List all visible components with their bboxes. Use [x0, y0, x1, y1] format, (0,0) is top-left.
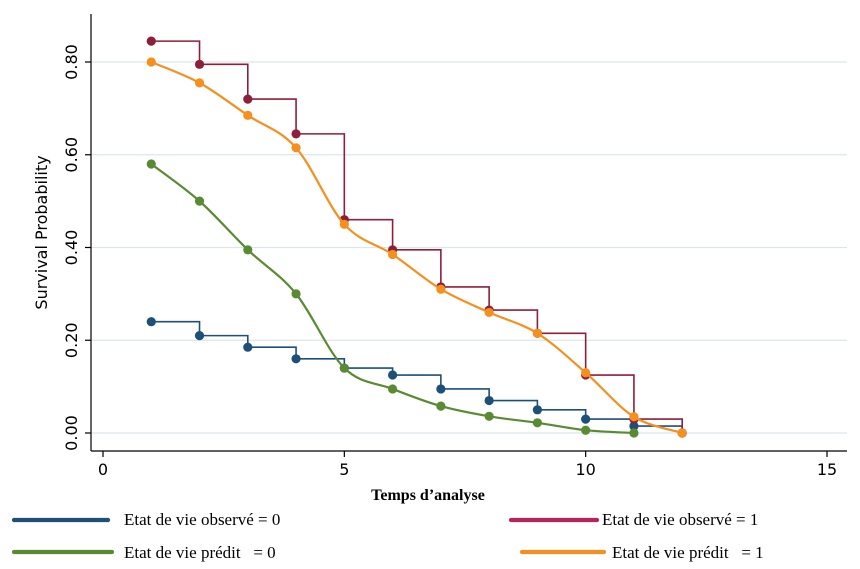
data-point [291, 354, 301, 364]
legend: Etat de vie observé = 0 Etat de vie obser… [11, 510, 764, 562]
y-tick-label: 0.20 [62, 322, 81, 358]
data-point [243, 110, 253, 120]
data-point [581, 414, 591, 424]
data-point [146, 317, 156, 327]
data-point [194, 78, 205, 88]
legend-label: Etat de vie observé = 0 [124, 510, 280, 529]
data-point [291, 289, 301, 299]
x-tick-label: 15 [817, 460, 837, 479]
legend-label: Etat de vie observé = 1 [602, 510, 758, 529]
data-point [291, 129, 301, 139]
x-tick-label: 5 [339, 460, 349, 479]
y-tick-label: 0.00 [62, 415, 81, 451]
data-point [677, 428, 687, 438]
data-point [581, 368, 591, 378]
data-point [388, 370, 398, 380]
data-point [194, 196, 205, 206]
data-point [629, 412, 639, 422]
plot-background [91, 14, 847, 451]
legend-label: Etat de vie prédit = 0 [124, 543, 276, 562]
gridlines [91, 61, 847, 434]
series-3 [146, 57, 687, 438]
data-point [146, 57, 156, 67]
x-tick-label: 0 [98, 460, 108, 479]
tick-labels: 0 5 10 15 0.00 0.20 0.40 0.60 0.80 [62, 44, 837, 479]
data-point [339, 219, 349, 229]
data-point [291, 143, 301, 153]
axes [85, 14, 847, 457]
data-point [194, 59, 205, 69]
data-point [194, 331, 205, 341]
series-layer [146, 36, 687, 438]
data-point [243, 342, 253, 352]
data-point [146, 36, 156, 46]
y-tick-label: 0.40 [62, 230, 81, 266]
data-point [436, 284, 446, 294]
data-point [484, 395, 494, 406]
data-point [532, 418, 543, 428]
legend-label: Etat de vie prédit = 1 [612, 543, 764, 562]
data-point [243, 245, 253, 255]
data-point [532, 328, 543, 338]
data-point [629, 421, 639, 431]
series-line [151, 40, 683, 433]
y-tick-label: 0.60 [62, 137, 81, 173]
x-tick-label: 10 [575, 460, 595, 479]
data-point [388, 384, 398, 394]
plot-area [91, 14, 847, 451]
x-axis-title: Temps d’analyse [371, 487, 485, 504]
data-point [339, 363, 349, 373]
data-point [436, 384, 446, 394]
data-point [146, 159, 156, 169]
data-point [532, 405, 543, 415]
data-point [484, 307, 494, 318]
data-point [436, 401, 446, 411]
data-point [243, 94, 253, 104]
series-line [150, 163, 634, 435]
data-point [629, 428, 639, 438]
series-2 [146, 159, 639, 438]
y-axis-title: Survival Probability [32, 155, 51, 309]
y-tick-label: 0.80 [62, 44, 81, 80]
data-point [388, 249, 398, 260]
data-point [581, 425, 591, 435]
data-point [484, 411, 494, 421]
